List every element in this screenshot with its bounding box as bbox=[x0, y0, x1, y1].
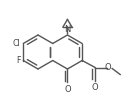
Text: O: O bbox=[92, 84, 99, 92]
Text: O: O bbox=[64, 85, 71, 94]
Text: Cl: Cl bbox=[13, 39, 20, 48]
Text: N: N bbox=[64, 25, 71, 33]
Text: O: O bbox=[105, 63, 112, 72]
Text: F: F bbox=[16, 56, 20, 65]
